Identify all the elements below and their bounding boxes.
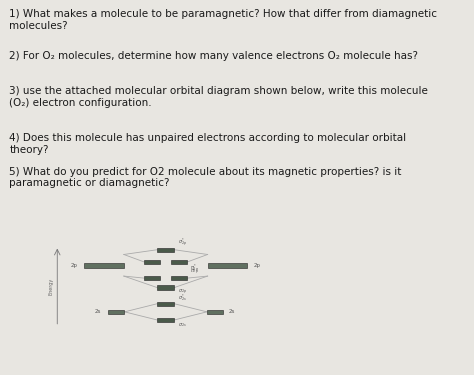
Text: $\pi_{2p}$: $\pi_{2p}$ bbox=[190, 268, 199, 278]
Text: $\sigma^*_{2p}$: $\sigma^*_{2p}$ bbox=[178, 237, 187, 249]
Text: 2s: 2s bbox=[228, 309, 235, 314]
Bar bbox=[171, 260, 187, 264]
Bar bbox=[84, 263, 124, 268]
Text: $\sigma_{2p}$: $\sigma_{2p}$ bbox=[178, 288, 187, 297]
Text: $\sigma_{2s}$: $\sigma_{2s}$ bbox=[178, 321, 187, 328]
Bar bbox=[157, 285, 174, 290]
Text: 2p: 2p bbox=[253, 263, 260, 268]
Bar bbox=[171, 276, 187, 280]
Text: $\pi^*_{2p}$: $\pi^*_{2p}$ bbox=[190, 262, 199, 274]
Bar bbox=[208, 263, 247, 268]
Text: Energy: Energy bbox=[49, 278, 54, 295]
Bar bbox=[157, 318, 174, 322]
Text: 2) For O₂ molecules, determine how many valence electrons O₂ molecule has?: 2) For O₂ molecules, determine how many … bbox=[9, 51, 419, 61]
Bar bbox=[144, 260, 160, 264]
Bar bbox=[157, 248, 174, 252]
Bar bbox=[109, 310, 124, 314]
Bar bbox=[157, 302, 174, 306]
Bar bbox=[144, 276, 160, 280]
Text: 2s: 2s bbox=[94, 309, 100, 314]
Bar bbox=[207, 310, 223, 314]
Text: 3) use the attached molecular orbital diagram shown below, write this molecule
(: 3) use the attached molecular orbital di… bbox=[9, 86, 428, 108]
Text: 4) Does this molecule has unpaired electrons according to molecular orbital
theo: 4) Does this molecule has unpaired elect… bbox=[9, 133, 407, 155]
Text: 5) What do you predict for O2 molecule about its magnetic properties? is it
para: 5) What do you predict for O2 molecule a… bbox=[9, 167, 402, 189]
Text: 2p: 2p bbox=[71, 263, 78, 268]
Text: 1) What makes a molecule to be paramagnetic? How that differ from diamagnetic
mo: 1) What makes a molecule to be paramagne… bbox=[9, 9, 438, 31]
Text: $\sigma^*_{2s}$: $\sigma^*_{2s}$ bbox=[178, 292, 187, 303]
